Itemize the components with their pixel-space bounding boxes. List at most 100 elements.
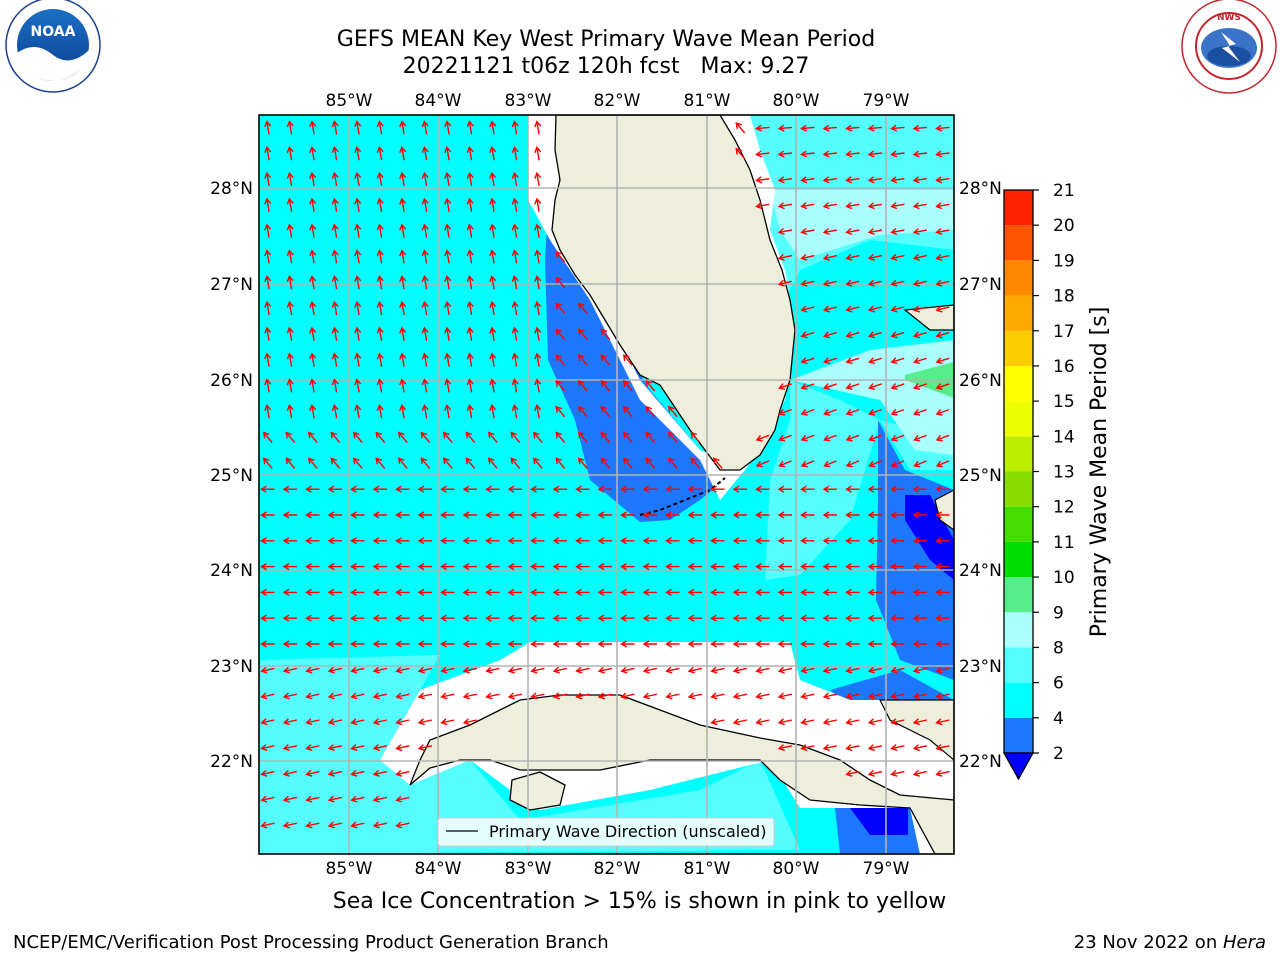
wave-arrow [305, 769, 320, 777]
wave-arrow [444, 223, 452, 238]
wave-arrow [421, 120, 429, 135]
wave-arrow [372, 511, 387, 519]
wave-arrow [577, 405, 588, 418]
wave-arrow [687, 537, 702, 545]
colorbar-tick-label: 18 [1053, 287, 1075, 307]
wave-arrow [667, 405, 678, 418]
wave-arrow [399, 249, 407, 264]
wave-arrow [600, 354, 611, 366]
wave-arrow [440, 511, 455, 519]
wave-arrow [600, 379, 611, 392]
wave-arrow [507, 640, 522, 648]
colorbar-band [1004, 190, 1033, 226]
wave-arrow [327, 666, 343, 674]
wave-arrow [867, 718, 883, 726]
wave-arrow [376, 120, 384, 135]
wave-arrow [399, 275, 407, 290]
wave-arrow [395, 588, 410, 597]
wave-arrow [890, 383, 905, 390]
wave-arrow [507, 485, 522, 493]
wave-arrow [466, 197, 474, 212]
wave-arrow [395, 562, 410, 571]
lat-label-left: 25°N [210, 466, 253, 486]
wave-arrow [489, 146, 497, 161]
wave-arrow [376, 197, 384, 212]
wave-arrow [331, 352, 339, 367]
wave-arrow [777, 124, 793, 132]
sea-ice-note: Sea Ice Concentration > 15% is shown in … [332, 889, 947, 914]
wave-arrow [327, 537, 342, 545]
wave-arrow [710, 666, 725, 674]
colorbar-band [1004, 541, 1033, 578]
wave-arrow [778, 408, 792, 416]
wave-arrow [710, 614, 725, 622]
wave-arrow [868, 460, 882, 468]
wave-arrow [890, 744, 905, 752]
wave-arrow [912, 666, 928, 674]
wave-arrow [777, 537, 792, 545]
wave-arrow [800, 279, 815, 287]
wave-arrow [420, 457, 431, 469]
wave-arrow [912, 227, 928, 236]
wave-arrow [350, 640, 365, 648]
wave-arrow [622, 354, 633, 366]
colorbar-band [1004, 436, 1033, 472]
wave-arrow [282, 769, 298, 777]
wave-arrow [534, 223, 542, 238]
colorbar-extend-min [1002, 752, 1035, 781]
wave-arrow [286, 326, 294, 341]
wave-arrow [305, 485, 320, 493]
wave-arrow [912, 692, 928, 700]
wave-arrow [800, 744, 815, 752]
wave-arrow [286, 275, 294, 290]
wave-arrow [350, 769, 365, 777]
wave-arrow [777, 718, 793, 726]
wave-arrow [260, 562, 275, 571]
wave-arrow [845, 279, 860, 287]
wave-arrow [665, 692, 680, 700]
wave-arrow [552, 562, 567, 571]
wave-arrow [823, 383, 837, 390]
wave-arrow [867, 202, 883, 210]
wave-arrow [507, 511, 522, 519]
wave-arrow [489, 404, 497, 419]
wave-arrow [732, 614, 747, 622]
wave-arrow [890, 227, 905, 236]
wave-arrow [485, 562, 500, 571]
wave-arrow [421, 300, 429, 316]
wave-arrow [376, 300, 384, 316]
wave-arrow [282, 666, 298, 674]
wave-arrow [327, 795, 343, 803]
wave-arrow [511, 223, 519, 238]
colorbar-tick-label: 10 [1053, 568, 1075, 588]
wave-arrow [777, 485, 792, 493]
wave-arrow [687, 614, 702, 622]
wave-arrow [485, 485, 500, 493]
wave-arrow [597, 562, 612, 571]
wave-arrow [912, 769, 928, 777]
lat-label-left: 28°N [210, 179, 253, 199]
lat-label-left: 23°N [210, 657, 253, 677]
wave-arrow [465, 457, 476, 469]
wave-arrow [822, 279, 837, 287]
wave-arrow [867, 279, 882, 287]
lon-label-bottom: 84°W [415, 859, 462, 879]
wave-arrow [417, 640, 432, 648]
wave-arrow [511, 249, 519, 264]
wave-arrow [534, 404, 542, 419]
wave-arrow [260, 718, 275, 726]
wave-arrow [552, 485, 567, 493]
wave-arrow [845, 744, 860, 752]
wave-arrow [755, 202, 770, 210]
wave-arrow [530, 588, 545, 597]
wave-arrow [552, 537, 567, 545]
wave-arrow [286, 249, 294, 264]
wave-arrow [912, 640, 927, 648]
wave-arrow [555, 431, 566, 444]
wave-arrow [620, 640, 635, 648]
wave-arrow [331, 275, 339, 290]
period-zone-8-9 [770, 190, 954, 260]
wave-arrow [867, 562, 882, 571]
colorbar-label: Primary Wave Mean Period [s] [1087, 307, 1112, 638]
wave-arrow [867, 150, 883, 158]
